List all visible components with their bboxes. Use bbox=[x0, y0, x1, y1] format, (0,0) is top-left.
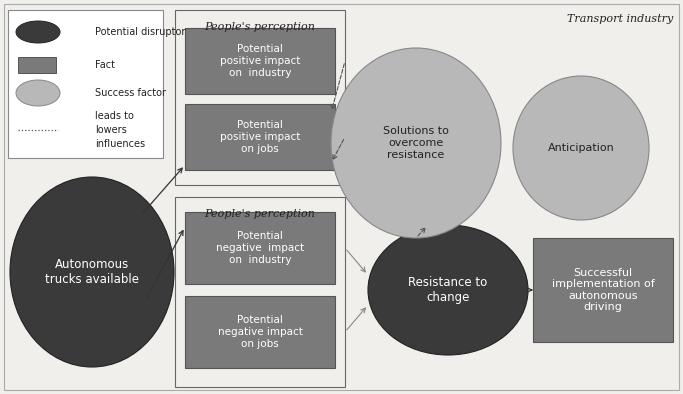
Text: Resistance to
change: Resistance to change bbox=[408, 276, 488, 304]
Bar bbox=[18, 57, 56, 73]
Ellipse shape bbox=[16, 80, 60, 106]
Ellipse shape bbox=[331, 48, 501, 238]
Bar bbox=[185, 296, 335, 368]
Bar bbox=[175, 197, 345, 387]
Ellipse shape bbox=[513, 76, 649, 220]
Text: Autonomous
trucks available: Autonomous trucks available bbox=[45, 258, 139, 286]
Text: Potential
negative impact
on jobs: Potential negative impact on jobs bbox=[218, 316, 303, 349]
Text: lowers: lowers bbox=[95, 125, 127, 135]
Text: Success factor: Success factor bbox=[95, 88, 166, 98]
Text: Solutions to
overcome
resistance: Solutions to overcome resistance bbox=[383, 126, 449, 160]
Text: Potential
negative  impact
on  industry: Potential negative impact on industry bbox=[216, 231, 304, 265]
Text: Transport industry: Transport industry bbox=[567, 14, 673, 24]
Text: Successful
implementation of
autonomous
driving: Successful implementation of autonomous … bbox=[552, 268, 654, 312]
Text: influences: influences bbox=[95, 139, 145, 149]
Bar bbox=[533, 238, 673, 342]
Bar bbox=[8, 10, 163, 158]
Text: Potential disruptor: Potential disruptor bbox=[95, 27, 185, 37]
Text: Fact: Fact bbox=[95, 60, 115, 70]
Text: Potential
positive impact
on jobs: Potential positive impact on jobs bbox=[220, 121, 301, 154]
Text: Potential
positive impact
on  industry: Potential positive impact on industry bbox=[220, 45, 301, 78]
Bar bbox=[185, 212, 335, 284]
Ellipse shape bbox=[10, 177, 174, 367]
Ellipse shape bbox=[16, 21, 60, 43]
Ellipse shape bbox=[368, 225, 528, 355]
Text: Anticipation: Anticipation bbox=[548, 143, 615, 153]
Text: leads to: leads to bbox=[95, 111, 134, 121]
Bar bbox=[185, 104, 335, 170]
Bar bbox=[175, 10, 345, 185]
Bar bbox=[185, 28, 335, 94]
Text: People's perception: People's perception bbox=[205, 22, 316, 32]
Text: People's perception: People's perception bbox=[205, 209, 316, 219]
